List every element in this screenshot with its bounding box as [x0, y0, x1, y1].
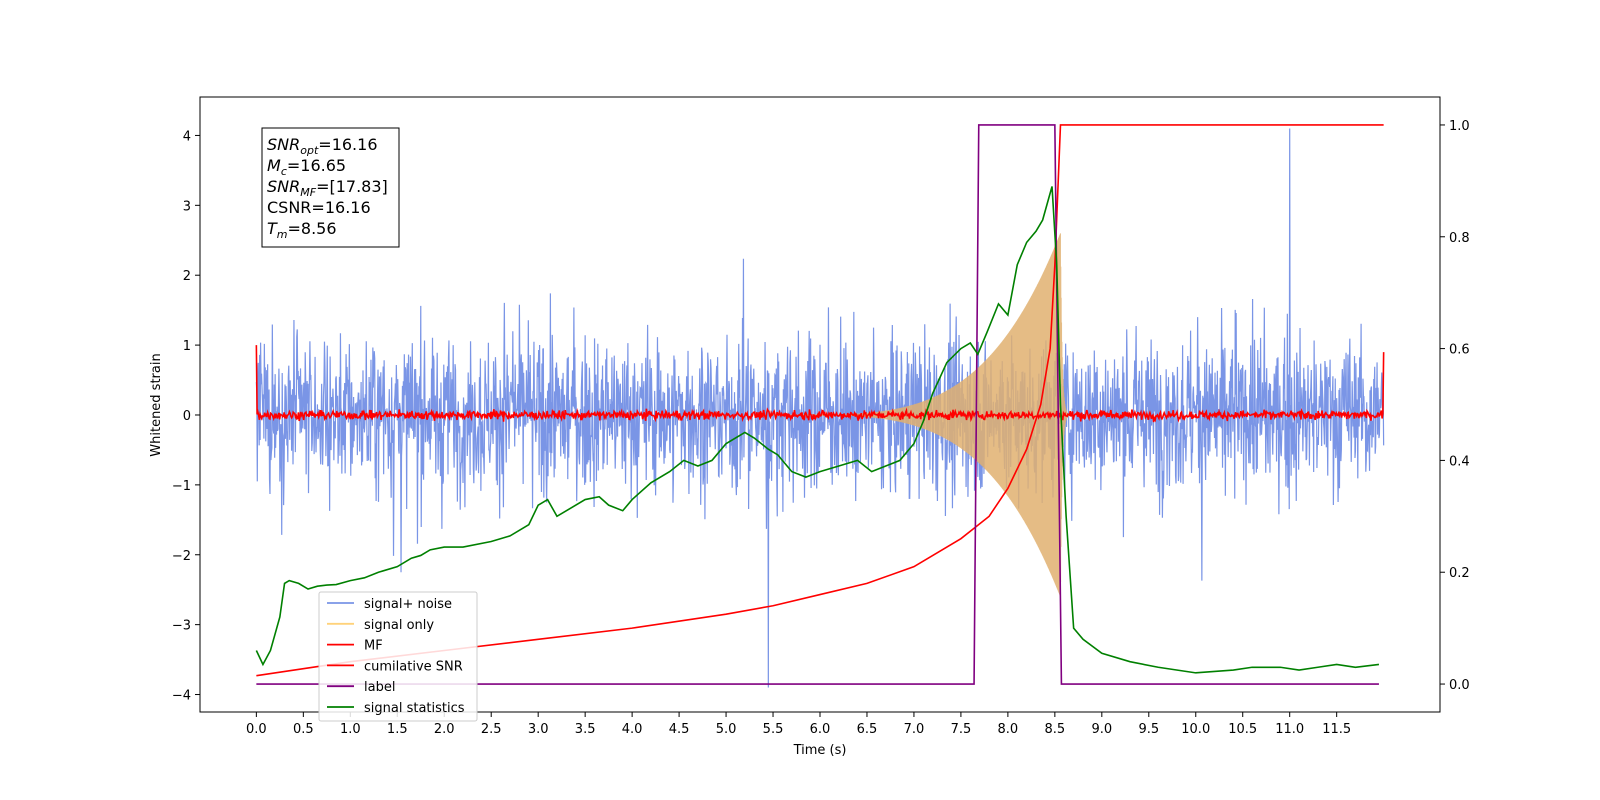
x-tick-label: 3.0: [528, 722, 549, 737]
x-tick-label: 4.0: [622, 722, 643, 737]
series-label-line: [256, 124, 1379, 685]
x-tick-label: 11.0: [1275, 722, 1304, 737]
x-tick-label: 0.5: [293, 722, 314, 737]
stats-line: SNRopt=16.16: [267, 135, 378, 157]
y-tick-label: −1: [172, 479, 191, 494]
y-tick-label: 2: [183, 269, 191, 284]
plot-area: [255, 124, 1385, 688]
legend-label: MF: [364, 639, 383, 654]
x-tick-label: 0.0: [246, 722, 267, 737]
x-tick-label: 2.0: [434, 722, 455, 737]
axes: 0.0 0.5 1.0 1.5 2.0 2.5 3.0 3.5 4.0 4.5 5.0 5.5 6.0 6…: [172, 119, 1470, 737]
stats-line: SNRMF=[17.83]: [267, 177, 388, 199]
x-tick-label: 10.5: [1228, 722, 1257, 737]
y2-tick-label: 0.4: [1449, 454, 1470, 469]
x-tick-label: 6.0: [810, 722, 831, 737]
x-tick-label: 8.5: [1045, 722, 1066, 737]
x-tick-label: 3.5: [575, 722, 596, 737]
y2-tick-label: 0.0: [1449, 678, 1470, 693]
x-tick-label: 1.5: [387, 722, 408, 737]
y-tick-label: −2: [172, 549, 191, 564]
y-tick-label: 0: [183, 409, 191, 424]
x-tick-label: 9.5: [1138, 722, 1159, 737]
stats-line: Tm=8.56: [267, 219, 337, 241]
stats-line: CSNR=16.16: [267, 198, 371, 217]
legend-label: signal+ noise: [364, 597, 452, 612]
y-tick-label: 3: [183, 199, 191, 214]
x-tick-label: 5.5: [763, 722, 784, 737]
legend-label: label: [364, 680, 395, 695]
y2-tick-label: 0.6: [1449, 343, 1470, 358]
series-signal-statistics-line: [255, 186, 1380, 674]
legend-label: cumilative SNR: [364, 659, 463, 674]
x-tick-label: 7.0: [904, 722, 925, 737]
x-tick-label: 4.5: [669, 722, 690, 737]
x-tick-label: 7.5: [951, 722, 972, 737]
x-tick-label: 8.0: [998, 722, 1019, 737]
series-signal-noise-line: [255, 128, 1385, 688]
y-tick-label: 1: [183, 339, 191, 354]
y-axis-label: Whitened strain: [149, 353, 164, 456]
legend-frame: [318, 591, 478, 722]
stats-box: SNRopt=16.16Mc=16.65SNRMF=[17.83]CSNR=16…: [261, 127, 400, 248]
y2-tick-label: 0.8: [1449, 231, 1470, 246]
y2-tick-label: 0.2: [1449, 566, 1470, 581]
y-tick-label: −3: [172, 619, 191, 634]
legend: signal+ noise signal only MF cumilative SNR…: [318, 591, 478, 722]
x-tick-label: 5.0: [716, 722, 737, 737]
stats-box-frame: [261, 127, 400, 248]
legend-label: signal only: [364, 618, 434, 633]
x-axis-label: Time (s): [793, 743, 847, 758]
y-tick-label: −4: [172, 689, 191, 704]
x-tick-label: 2.5: [481, 722, 502, 737]
series-mf-line: [255, 345, 1385, 423]
x-tick-label: 9.0: [1091, 722, 1112, 737]
x-tick-label: 10.0: [1181, 722, 1210, 737]
x-tick-label: 1.0: [340, 722, 361, 737]
y2-tick-label: 1.0: [1449, 119, 1470, 134]
y-tick-label: 4: [183, 129, 191, 144]
legend-label: signal statistics: [364, 701, 465, 716]
x-tick-label: 6.5: [857, 722, 878, 737]
series-signal-only-line: [773, 233, 1070, 597]
x-tick-label: 11.5: [1322, 722, 1351, 737]
stats-line: Mc=16.65: [267, 156, 346, 178]
